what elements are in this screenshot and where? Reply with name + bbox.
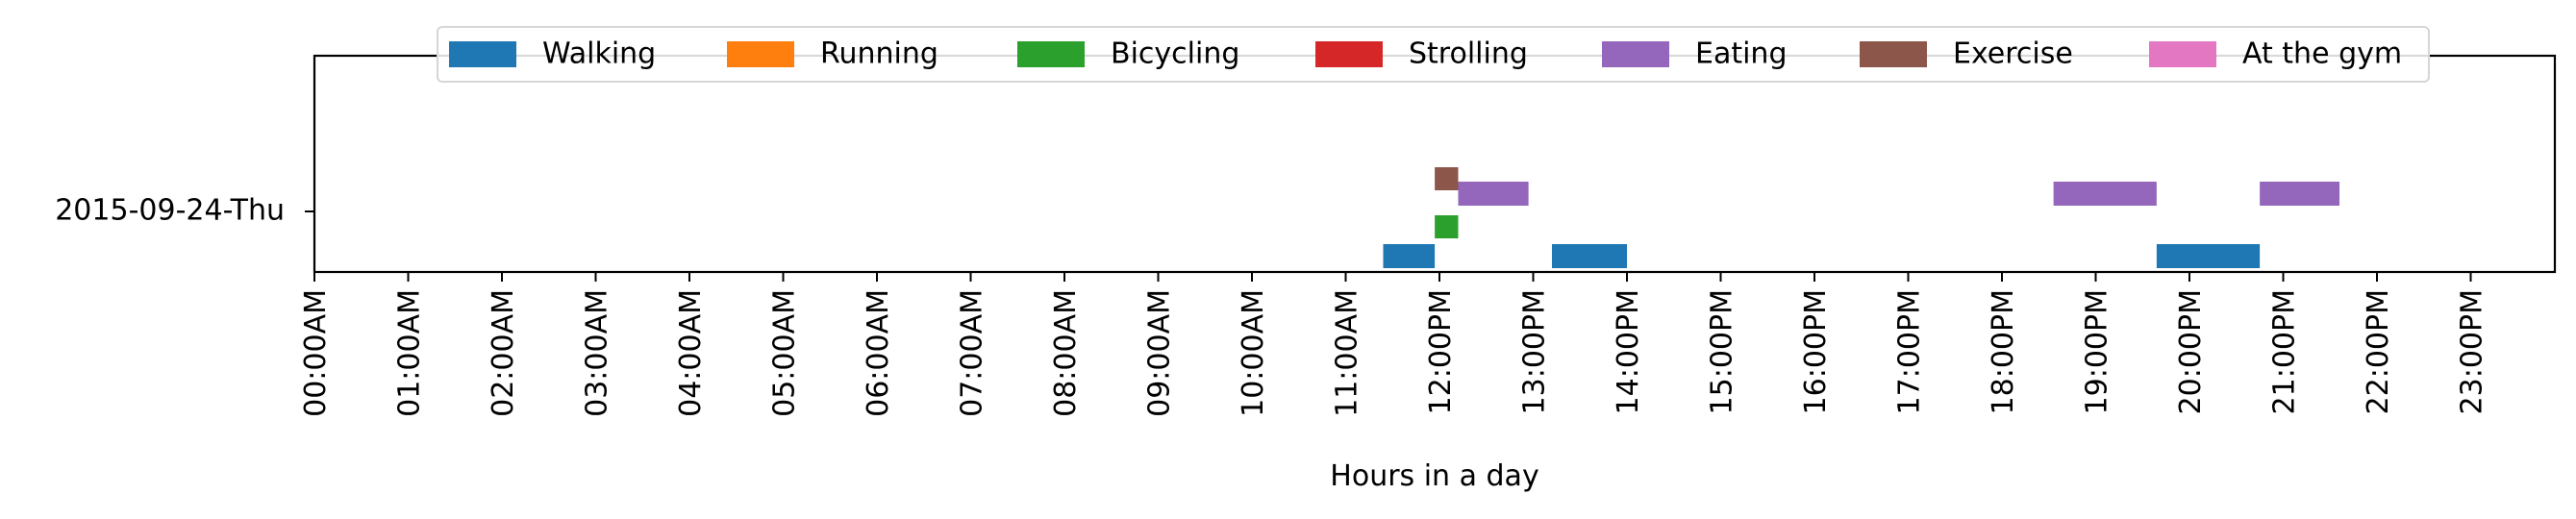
legend-label-walking: Walking	[542, 37, 656, 71]
bar-eating-5	[2053, 182, 2157, 206]
x-tick-label: 01:00AM	[393, 289, 427, 417]
x-tick-label: 11:00AM	[1331, 289, 1364, 417]
bar-eating-6	[2260, 182, 2339, 206]
bar-exercise-7	[1435, 167, 1459, 190]
legend-swatch-at-the-gym	[2149, 41, 2216, 67]
legend-swatch-exercise	[1860, 41, 1927, 67]
x-tick-label: 08:00AM	[1049, 289, 1083, 417]
x-tick-label: 19:00PM	[2081, 289, 2114, 414]
x-tick-label: 07:00AM	[956, 289, 989, 417]
x-tick-label: 04:00AM	[674, 289, 708, 417]
x-tick-label: 15:00PM	[1706, 289, 1739, 414]
legend-swatch-bicycling	[1017, 41, 1085, 67]
x-tick-label: 03:00AM	[581, 289, 614, 417]
bar-walking-1	[1552, 244, 1627, 268]
x-tick-label: 00:00AM	[299, 289, 333, 417]
x-tick-label: 12:00PM	[1424, 289, 1458, 414]
x-tick-label: 17:00PM	[1893, 289, 1927, 414]
bar-walking-2	[2156, 244, 2261, 268]
legend-label-bicycling: Bicycling	[1111, 37, 1239, 71]
x-tick-label: 05:00AM	[768, 289, 802, 417]
x-tick-label: 02:00AM	[487, 289, 520, 417]
bar-walking-0	[1383, 244, 1436, 268]
x-tick-label: 21:00PM	[2268, 289, 2302, 414]
legend-label-at-the-gym: At the gym	[2242, 37, 2402, 71]
x-tick-label: 10:00AM	[1237, 289, 1270, 417]
legend-swatch-walking	[449, 41, 516, 67]
activity-bars	[1383, 167, 2339, 268]
legend-label-running: Running	[820, 37, 938, 71]
y-axis: 2015-09-24-Thu	[55, 194, 314, 228]
x-axis-ticks: 00:00AM 01:00AM 02:00AM 03:00AM 04:00AM 05:00…	[299, 272, 2489, 417]
x-tick-label: 16:00PM	[1799, 289, 1833, 414]
x-tick-label: 13:00PM	[1518, 289, 1552, 414]
legend-swatch-eating	[1602, 41, 1669, 67]
legend-label-strolling: Strolling	[1409, 37, 1528, 71]
x-tick-label: 18:00PM	[1987, 289, 2020, 414]
legend-label-eating: Eating	[1695, 37, 1788, 71]
bar-eating-4	[1458, 182, 1529, 206]
legend-swatch-running	[727, 41, 794, 67]
legend-swatch-strolling	[1315, 41, 1383, 67]
bar-bicycling-3	[1435, 215, 1459, 238]
x-tick-label: 23:00PM	[2456, 289, 2489, 414]
x-tick-label: 09:00AM	[1143, 289, 1177, 417]
y-tick-label: 2015-09-24-Thu	[55, 194, 285, 228]
x-axis-label: Hours in a day	[1330, 459, 1538, 493]
x-tick-label: 14:00PM	[1612, 289, 1645, 414]
legend-label-exercise: Exercise	[1953, 37, 2073, 71]
x-tick-label: 22:00PM	[2362, 289, 2395, 414]
x-tick-label: 06:00AM	[862, 289, 895, 417]
legend-frame	[437, 26, 2430, 83]
legend: Walking Running Bicycling Strolling Eating Ex…	[437, 26, 2430, 83]
x-tick-label: 20:00PM	[2174, 289, 2208, 414]
